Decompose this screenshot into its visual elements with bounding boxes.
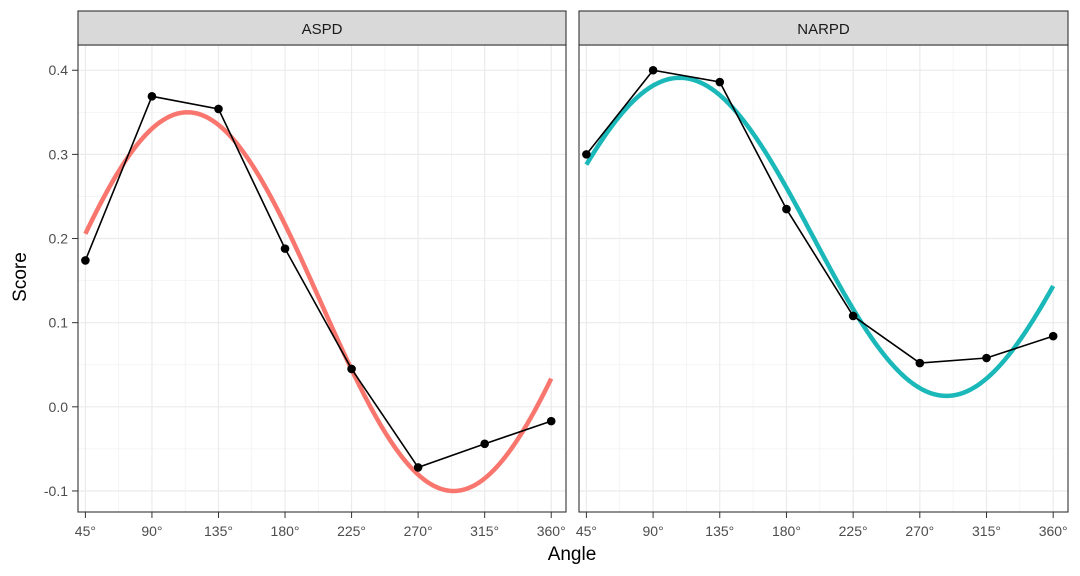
data-point (915, 358, 925, 368)
x-tick-label: 360° (1039, 523, 1068, 539)
fitted-curve (584, 75, 1056, 399)
y-axis: 0.4 0.3 0.2 0.1 0.0 -0.1 (44, 62, 78, 499)
x-tick-label: 135° (705, 523, 734, 539)
x-tick-label: 90° (643, 523, 664, 539)
panel-background (579, 45, 1068, 512)
panel-background (78, 45, 566, 512)
x-tick-label: 90° (141, 523, 162, 539)
data-point (214, 104, 223, 114)
data-point (715, 77, 725, 87)
data-point (782, 204, 791, 214)
panel-aspd: ASPD (77, 10, 567, 513)
data-point (280, 244, 290, 253)
fitted-curve (83, 110, 554, 494)
strip-background (77, 10, 567, 46)
panels: ASPD NARPD (77, 10, 1069, 513)
y-tick-label: -0.1 (44, 483, 68, 499)
x-tick-label: 225° (839, 523, 868, 539)
x-tick-label: 315° (972, 523, 1001, 539)
panel-narpd: NARPD (578, 10, 1069, 513)
x-tick-label: 180° (271, 523, 300, 539)
data-point (648, 65, 658, 75)
y-tick-label: 0.3 (49, 146, 69, 162)
data-point (546, 416, 556, 426)
data-point (1048, 331, 1058, 341)
y-tick-label: 0.2 (49, 231, 69, 247)
x-tick-label: 270° (905, 523, 934, 539)
x-tick-label: 315° (470, 523, 499, 539)
data-point (147, 92, 157, 101)
y-tick-label: 0.0 (49, 399, 69, 415)
y-tick-label: 0.4 (49, 62, 69, 78)
x-tick-label: 360° (537, 523, 566, 539)
x-axis-title: Angle (548, 544, 597, 565)
data-point (81, 256, 90, 265)
x-tick-label: 135° (204, 523, 233, 539)
data-point (582, 150, 591, 159)
x-tick-label: 180° (772, 523, 801, 539)
data-point (413, 463, 423, 472)
x-tick-label: 45° (576, 523, 597, 539)
y-tick-label: 0.1 (49, 315, 69, 331)
strip-label: ASPD (302, 21, 343, 38)
data-point (347, 364, 356, 374)
x-tick-label: 45° (75, 523, 96, 539)
x-tick-label: 225° (337, 523, 366, 539)
observed-line (585, 69, 1054, 364)
data-point (982, 353, 991, 363)
x-axis-narpd: 45° 90° 135° 180° 225° 270° 315° 360° (576, 512, 1068, 539)
strip-label: NARPD (797, 21, 850, 38)
y-axis-title: Score (10, 252, 31, 302)
observed-line (84, 95, 552, 469)
x-axis-aspd: 45° 90° 135° 180° 225° 270° 315° 360° (75, 512, 566, 539)
data-point (480, 439, 489, 449)
strip-background (578, 10, 1069, 46)
data-point (848, 311, 858, 321)
x-axes: 45° 90° 135° 180° 225° 270° 315° 360° 45° 90° 135°… (75, 512, 1068, 539)
x-tick-label: 270° (404, 523, 433, 539)
